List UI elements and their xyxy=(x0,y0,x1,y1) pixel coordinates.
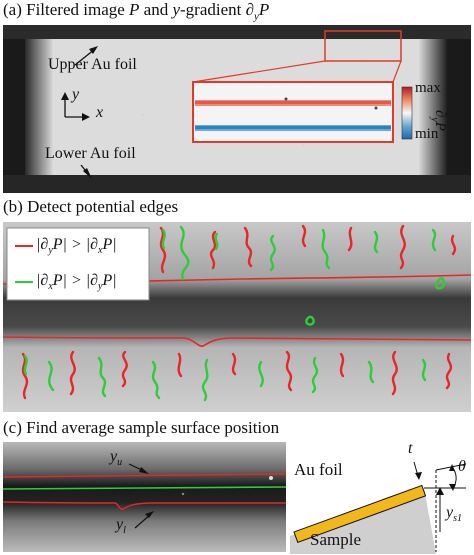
sample-label: Sample xyxy=(310,530,361,549)
upper-foil-label: Upper Au foil xyxy=(48,56,137,73)
lower-foil-label: Lower Au foil xyxy=(45,145,136,162)
legend-item-red: |∂yP| > |∂xP| xyxy=(36,236,117,257)
au-foil-label: Au foil xyxy=(294,460,343,479)
colorbar-min-label: min xyxy=(415,126,439,142)
theta-label: θ xyxy=(458,458,466,475)
axis-y-label: y xyxy=(72,86,80,103)
panel-c-image xyxy=(3,442,286,552)
panel-b-image xyxy=(3,222,471,412)
legend-item-green: |∂xP| > |∂yP| xyxy=(36,272,117,293)
panel-a-title: (a) Filtered image P and y-gradient ∂yP xyxy=(3,0,270,23)
axis-x-label: x xyxy=(96,104,104,121)
colorbar-max-label: max xyxy=(415,80,441,96)
t-label: t xyxy=(408,440,413,457)
yu-label: yu xyxy=(110,448,123,469)
panel-a-image xyxy=(3,25,471,193)
panel-b-title: (b) Detect potential edges xyxy=(3,197,179,216)
panel-c-title: (c) Find average sample surface position xyxy=(3,418,280,437)
colorbar-title: ∂yP xyxy=(429,110,448,132)
ys1-label: ys1 xyxy=(446,504,463,525)
panel-c-schematic xyxy=(290,461,467,554)
yl-label: yl xyxy=(116,516,126,537)
